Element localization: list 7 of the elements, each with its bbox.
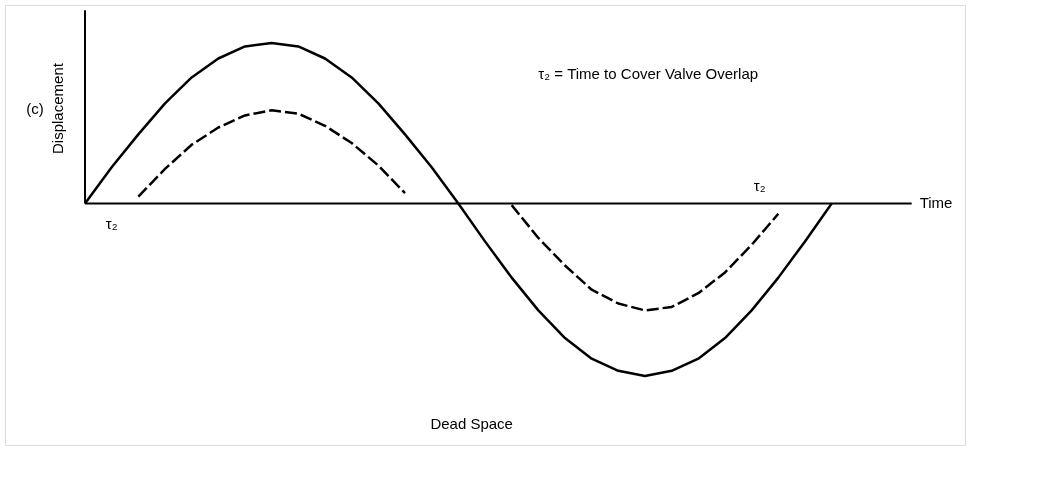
y-axis-title: Displacement: [49, 62, 67, 154]
annotation: τ₂ = Time to Cover Valve Overlap: [538, 65, 759, 83]
annotation: τ₂: [753, 177, 766, 195]
text: Dead Space: [430, 415, 513, 433]
text: (c): [26, 99, 44, 117]
annotation: τ₂: [105, 215, 118, 233]
x-axis-title: Time: [919, 194, 953, 212]
